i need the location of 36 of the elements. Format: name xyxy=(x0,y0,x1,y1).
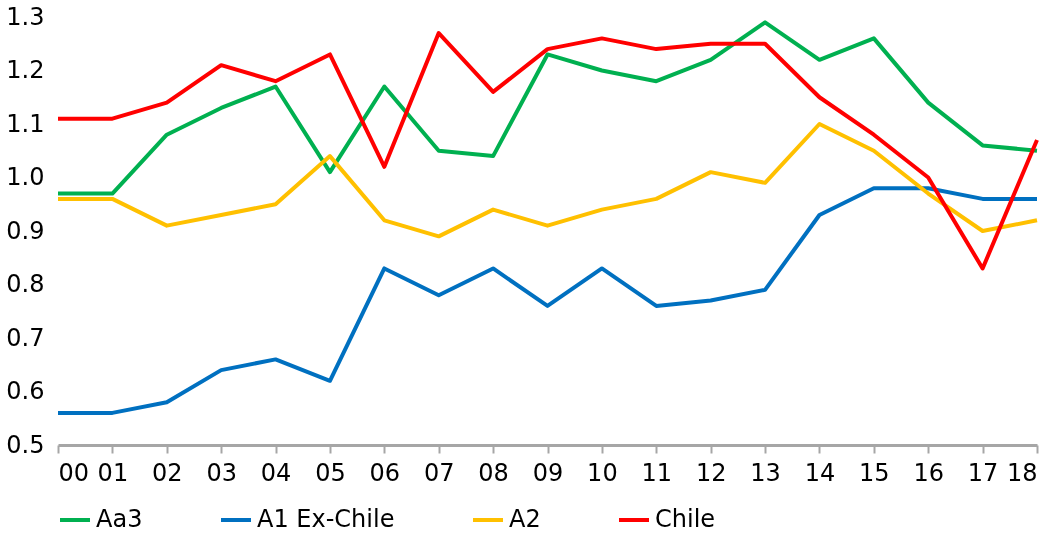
y-tick-label: 1.0 xyxy=(6,163,45,191)
x-tick-label: 09 xyxy=(532,458,564,487)
x-tick-label: 15 xyxy=(859,458,890,487)
x-tick-label: 18 xyxy=(1006,458,1038,487)
y-tick-label: 1.1 xyxy=(6,109,45,138)
x-tick-label: 03 xyxy=(206,458,237,487)
x-tick-label: 01 xyxy=(97,458,129,487)
y-tick-label: 0.7 xyxy=(6,323,45,352)
x-tick-label: 14 xyxy=(804,458,836,487)
legend-label: A2 xyxy=(509,505,541,533)
x-tick-label: 08 xyxy=(478,458,509,487)
legend-label: A1 Ex-Chile xyxy=(257,505,395,533)
x-tick-label: 10 xyxy=(587,458,618,487)
legend-label: Aa3 xyxy=(96,505,143,533)
legend-label: Chile xyxy=(655,505,716,533)
x-tick-label: 05 xyxy=(315,458,346,487)
x-tick-label: 00 xyxy=(58,458,90,487)
x-tick-label: 17 xyxy=(967,458,999,487)
x-tick-label: 06 xyxy=(369,458,401,487)
x-tick-label: 07 xyxy=(423,458,455,487)
x-tick-label: 16 xyxy=(913,458,944,487)
x-tick-label: 11 xyxy=(641,458,673,487)
y-tick-label: 0.9 xyxy=(6,216,45,245)
x-tick-label: 12 xyxy=(695,458,727,487)
y-tick-label: 0.5 xyxy=(6,430,45,459)
y-tick-label: 0.6 xyxy=(6,377,45,405)
line-series xyxy=(56,31,1039,271)
line-series xyxy=(56,186,1039,415)
line-series xyxy=(56,122,1039,239)
x-tick-label: 02 xyxy=(152,458,183,487)
y-tick-label: 1.3 xyxy=(6,2,45,31)
x-tick-label: 13 xyxy=(750,458,781,487)
line-series xyxy=(56,20,1039,196)
y-tick-label: 1.2 xyxy=(6,56,45,84)
x-tick-label: 04 xyxy=(260,458,292,487)
y-tick-label: 0.8 xyxy=(6,270,45,298)
